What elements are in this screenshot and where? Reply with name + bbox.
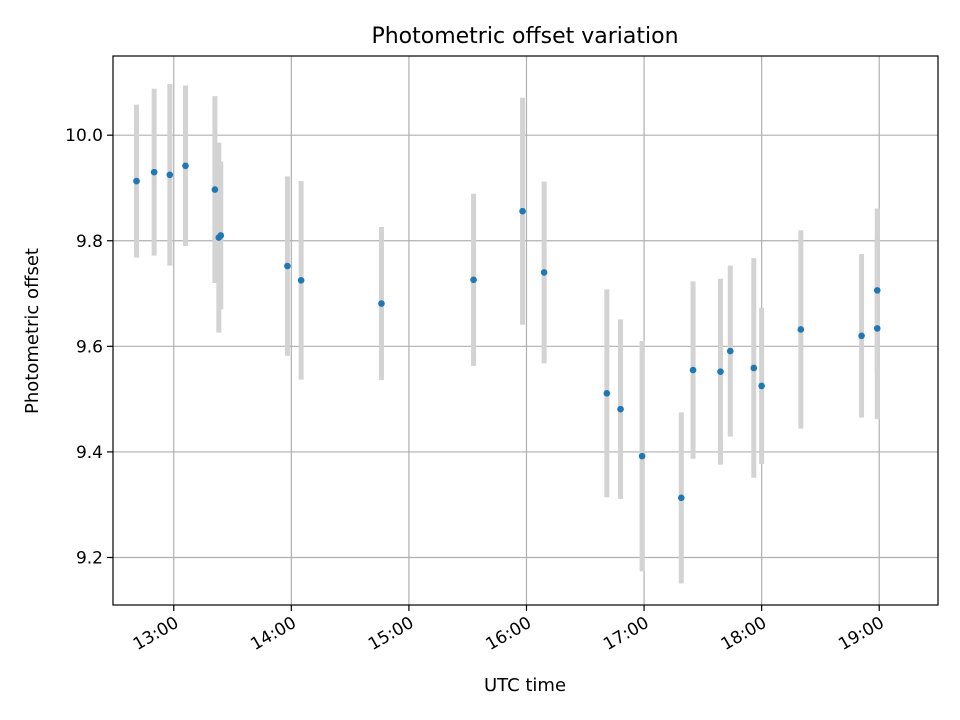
data-point (284, 262, 291, 270)
data-point (858, 332, 865, 340)
y-tick-label: 9.4 (76, 443, 103, 463)
data-point (758, 382, 765, 390)
data-point (540, 269, 548, 276)
data-points (133, 162, 881, 502)
data-point (150, 168, 158, 176)
y-tick-label: 9.8 (76, 232, 103, 252)
data-point (717, 368, 724, 375)
data-point (378, 300, 385, 307)
data-point (689, 366, 697, 374)
y-tick-label: 9.6 (76, 337, 103, 357)
data-point (297, 277, 305, 284)
data-point (617, 405, 624, 413)
chart-title: Photometric offset variation (371, 24, 678, 49)
y-axis: 9.2 9.4 9.6 9.8 10.0 (65, 126, 113, 568)
x-axis-label: UTC time (484, 675, 566, 696)
data-point (211, 186, 219, 193)
data-point (519, 207, 526, 215)
data-point (677, 494, 685, 502)
data-point (182, 162, 189, 170)
data-point (166, 171, 174, 179)
data-point (638, 452, 646, 460)
data-point (726, 347, 734, 355)
data-point (750, 364, 758, 372)
data-point (217, 232, 225, 239)
data-point (873, 325, 881, 332)
y-tick-label: 10.0 (65, 126, 103, 146)
data-point (797, 326, 805, 333)
data-point (133, 177, 140, 185)
data-point (470, 276, 477, 284)
data-point (603, 390, 611, 397)
data-point (873, 287, 881, 294)
y-tick-label: 9.2 (76, 548, 103, 568)
y-axis-label: Photometric offset (22, 248, 43, 414)
plot-frame (112, 55, 939, 606)
